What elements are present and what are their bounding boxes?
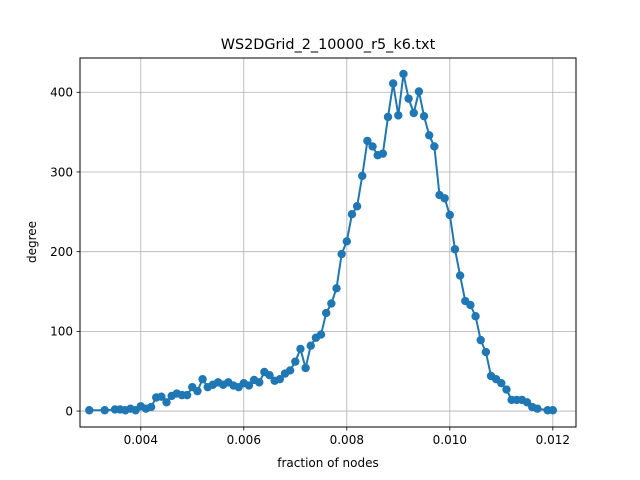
data-point — [275, 374, 285, 384]
x-tick-label: 0.010 — [433, 433, 467, 447]
x-axis-label: fraction of nodes — [277, 456, 379, 470]
data-point — [404, 94, 413, 103]
chart-title: WS2DGrid_2_10000_r5_k6.txt — [221, 37, 436, 53]
data-point — [306, 341, 315, 350]
data-point — [481, 347, 491, 357]
data-point — [440, 194, 449, 203]
y-tick-label: 400 — [50, 86, 73, 100]
data-point — [347, 210, 357, 219]
data-point — [548, 406, 558, 415]
data-point — [327, 299, 336, 308]
data-point — [332, 284, 341, 293]
x-tick-label: 0.006 — [227, 433, 261, 447]
y-tick-label: 0 — [65, 404, 73, 418]
x-tick-label: 0.008 — [330, 433, 364, 447]
y-tick-label: 200 — [50, 245, 73, 259]
data-point — [383, 112, 393, 122]
data-point — [502, 385, 511, 394]
data-point — [198, 374, 207, 384]
data-point — [378, 149, 388, 158]
data-point — [193, 386, 202, 396]
y-axis-ticks: 0 100 200 300 400 — [50, 86, 80, 418]
data-point — [414, 87, 424, 96]
data-point — [316, 330, 326, 339]
x-tick-label: 0.004 — [124, 433, 158, 447]
data-point — [466, 300, 475, 310]
y-tick-label: 300 — [50, 165, 73, 179]
data-point — [399, 69, 408, 79]
data-point — [455, 271, 465, 280]
data-point — [471, 312, 480, 321]
data-point — [352, 202, 362, 211]
data-point — [425, 131, 434, 140]
data-point — [337, 249, 346, 259]
data-point — [162, 398, 171, 407]
data-point — [157, 392, 166, 401]
data-point — [358, 171, 367, 181]
data-point — [322, 308, 331, 318]
data-point — [450, 245, 460, 254]
data-points — [85, 69, 558, 415]
data-point — [244, 381, 254, 390]
data-point — [409, 108, 418, 118]
grid — [80, 58, 576, 427]
x-tick-label: 0.012 — [536, 433, 570, 447]
data-point — [146, 402, 156, 412]
x-axis-ticks: 0.004 0.006 0.008 0.010 0.012 — [124, 427, 570, 447]
data-point — [368, 142, 377, 151]
data-point — [430, 142, 439, 151]
data-point — [291, 357, 300, 366]
data-point — [476, 335, 485, 345]
data-point — [363, 136, 372, 146]
data-point — [255, 378, 264, 387]
data-point — [85, 406, 94, 415]
y-axis-label: degree — [25, 221, 39, 263]
data-point — [388, 79, 398, 88]
data-point — [296, 344, 305, 354]
data-point — [419, 111, 429, 121]
data-point — [497, 378, 506, 388]
data-point — [182, 390, 192, 400]
data-point — [285, 366, 295, 375]
data-point — [301, 363, 310, 373]
data-point — [100, 406, 109, 415]
data-point — [394, 111, 403, 120]
y-tick-label: 100 — [50, 325, 73, 339]
plot-frame — [79, 57, 577, 428]
data-point — [533, 404, 542, 413]
data-point — [265, 371, 274, 380]
data-point — [445, 210, 455, 220]
data-point — [342, 237, 351, 246]
